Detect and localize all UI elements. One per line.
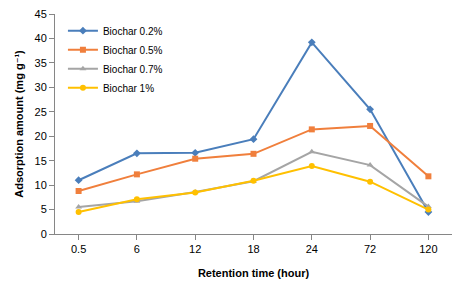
- svg-text:40: 40: [35, 32, 47, 44]
- svg-text:0: 0: [41, 228, 47, 240]
- svg-text:120: 120: [419, 243, 437, 255]
- svg-text:24: 24: [306, 243, 318, 255]
- svg-text:Biochar 0.5%: Biochar 0.5%: [103, 45, 163, 56]
- svg-text:45: 45: [35, 8, 47, 20]
- svg-text:Retention time (hour): Retention time (hour): [198, 267, 310, 279]
- svg-text:72: 72: [364, 243, 376, 255]
- svg-text:10: 10: [35, 179, 47, 191]
- svg-text:5: 5: [41, 203, 47, 215]
- svg-text:20: 20: [35, 130, 47, 142]
- svg-text:Biochar 0.7%: Biochar 0.7%: [103, 64, 163, 75]
- svg-text:35: 35: [35, 57, 47, 69]
- svg-text:Adsorption amount (mg g⁻¹): Adsorption amount (mg g⁻¹): [13, 50, 25, 198]
- svg-text:12: 12: [189, 243, 201, 255]
- svg-text:Biochar 0.2%: Biochar 0.2%: [103, 26, 163, 37]
- svg-text:25: 25: [35, 106, 47, 118]
- svg-text:0.5: 0.5: [71, 243, 86, 255]
- svg-text:30: 30: [35, 81, 47, 93]
- svg-text:6: 6: [134, 243, 140, 255]
- svg-text:15: 15: [35, 155, 47, 167]
- svg-text:18: 18: [247, 243, 259, 255]
- svg-text:Biochar 1%: Biochar 1%: [103, 83, 154, 94]
